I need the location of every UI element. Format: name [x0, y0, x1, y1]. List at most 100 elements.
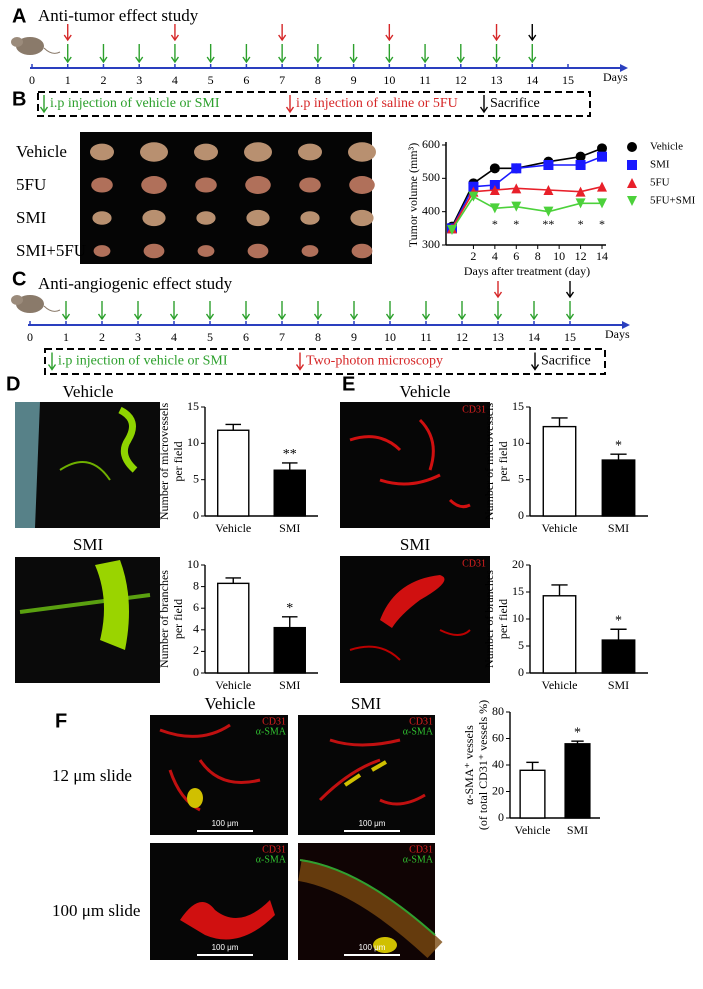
stain-label: CD31 [409, 844, 433, 855]
tumor [244, 142, 272, 162]
marker [575, 151, 586, 162]
arrow-head [421, 313, 431, 321]
day-label: 6 [243, 73, 249, 87]
error-bar [225, 423, 242, 431]
arrow [133, 301, 143, 321]
day-label: 10 [383, 73, 395, 87]
y-tick-label: 8 [193, 578, 199, 592]
marker [511, 201, 522, 212]
marker [575, 186, 586, 197]
y-tick-label: 400 [422, 203, 440, 217]
x-tick-label: 2 [470, 249, 476, 263]
day-label: 11 [419, 73, 431, 87]
error-bar [610, 628, 627, 641]
day-label: 6 [243, 330, 249, 344]
arrow [528, 24, 537, 42]
y-tick-label: 0 [518, 508, 524, 522]
arrow [277, 301, 287, 321]
panel-label: E [342, 373, 355, 395]
panel-label: C [12, 268, 26, 290]
marker [627, 142, 637, 152]
bar [273, 626, 306, 674]
y-tick-label: 0 [498, 810, 504, 824]
marker [575, 160, 586, 170]
x-tick-label: Vehicle [542, 678, 578, 692]
arrow [385, 24, 394, 42]
day-label: 7 [279, 73, 285, 87]
marker [543, 185, 554, 195]
x-tick-label: SMI [279, 678, 300, 692]
stain-label: α-SMA [256, 726, 287, 737]
scale-label: 100 μm [212, 943, 239, 952]
significance: ** [283, 447, 297, 462]
arrow [278, 24, 287, 42]
day-label: 10 [384, 330, 396, 344]
tumor [301, 245, 319, 257]
arrow [170, 24, 180, 42]
marker [627, 196, 637, 206]
y-tick-label: 80 [492, 704, 504, 718]
microscopy-photo [373, 937, 397, 953]
y-tick-label: 40 [492, 757, 504, 771]
y-tick-label: 2 [193, 643, 199, 657]
legend-text: i.p injection of saline or 5FU [296, 96, 458, 111]
arrow-head [493, 291, 503, 299]
stain-label: CD31 [409, 716, 433, 727]
arrow-head [565, 313, 575, 321]
x-tick-label: 4 [492, 249, 498, 263]
error-bar [281, 616, 298, 628]
y-tick-label: 0 [518, 665, 524, 679]
tumor [298, 143, 322, 161]
legend-label: Vehicle [650, 141, 683, 153]
x-tick-label: 6 [513, 249, 519, 263]
arrow-head [277, 313, 287, 321]
significance: * [615, 613, 622, 628]
error-bar [551, 584, 568, 596]
marker [489, 203, 500, 214]
annotation: * [599, 217, 605, 231]
microscopy-photo [150, 843, 288, 960]
arrow [205, 301, 215, 321]
day-label: 4 [171, 330, 177, 344]
microscopy-photo [340, 402, 490, 528]
marker [575, 198, 586, 209]
arrow-head [242, 56, 251, 64]
microscopy-photo [187, 788, 203, 808]
axis-unit: Days [605, 327, 630, 341]
marker [511, 163, 522, 174]
tumor [349, 176, 375, 194]
error-bar [610, 453, 627, 461]
stain-label: CD31 [462, 558, 486, 569]
day-label: 8 [315, 330, 321, 344]
y-axis-title: (of total CD31⁺ vessels %) [476, 700, 490, 830]
tumor [197, 245, 215, 257]
stain-label: CD31 [262, 844, 286, 855]
bar [217, 582, 250, 674]
arrow-head [385, 313, 395, 321]
y-tick-label: 600 [422, 137, 440, 151]
arrow-head [349, 56, 358, 64]
tumor [196, 211, 216, 225]
legend-label: 5FU [650, 177, 670, 189]
arrow [349, 44, 358, 64]
microscopy-photo [349, 629, 471, 661]
legend-text: i.p injection of vehicle or SMI [50, 96, 220, 111]
arrow [313, 301, 323, 321]
y-tick-label: 20 [492, 783, 504, 797]
arrow [385, 44, 394, 64]
x-tick-label: SMI [608, 521, 629, 535]
arrow [97, 301, 107, 321]
row-title: 12 μm slide [52, 766, 132, 785]
arrow-head [63, 56, 72, 64]
arrow-head [61, 313, 71, 321]
tumor [247, 243, 269, 259]
arrow-head [385, 34, 394, 42]
day-label: 4 [172, 73, 178, 87]
arrow [492, 24, 501, 42]
day-label: 1 [63, 330, 69, 344]
marker [597, 198, 607, 209]
mouse-icon [11, 37, 61, 55]
stain-label: CD31 [462, 404, 486, 415]
y-tick-label: 15 [512, 584, 524, 598]
arrow-head [47, 364, 57, 371]
